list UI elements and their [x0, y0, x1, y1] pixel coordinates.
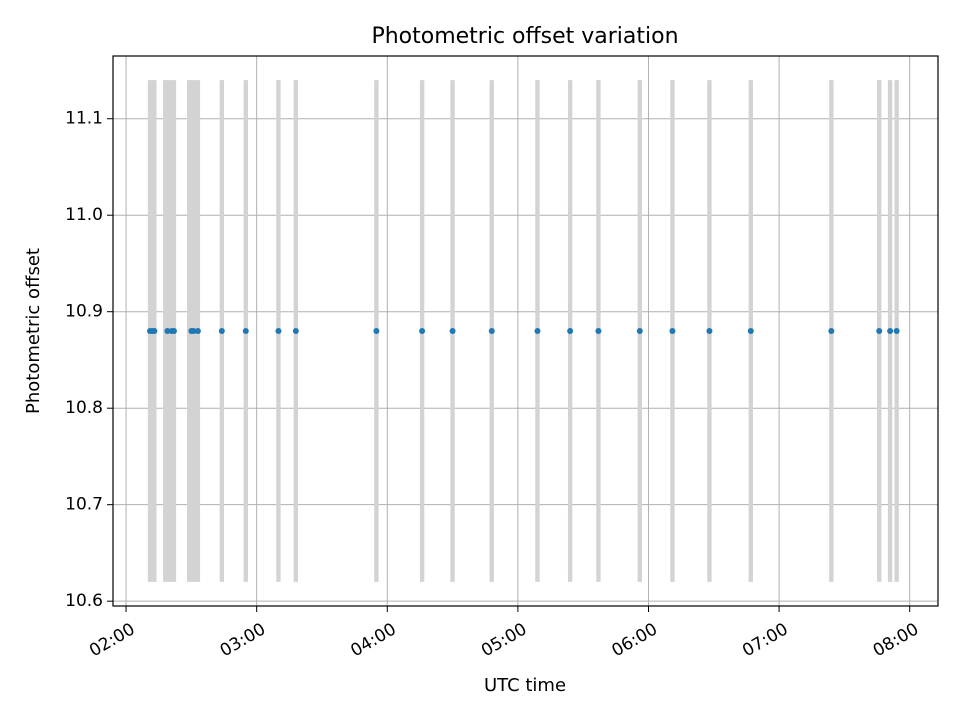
data-point — [567, 328, 574, 334]
y-tick-label: 10.8 — [65, 398, 103, 418]
data-point — [828, 328, 835, 334]
y-axis: 10.6 10.7 10.8 10.9 11.0 11.1 — [65, 109, 113, 611]
data-point — [449, 328, 456, 334]
data-point — [275, 328, 282, 334]
data-point — [887, 328, 894, 334]
data-point — [164, 328, 171, 334]
data-point — [373, 328, 380, 334]
chart-title: Photometric offset variation — [371, 24, 678, 49]
x-tick-label: 03:00 — [217, 619, 269, 661]
y-tick-label: 10.7 — [65, 495, 103, 515]
data-point — [893, 328, 900, 334]
x-axis-label: UTC time — [484, 675, 566, 696]
data-point — [595, 328, 602, 334]
x-tick-label: 02:00 — [86, 619, 138, 661]
x-tick-label: 04:00 — [347, 619, 399, 661]
data-point — [194, 328, 201, 334]
data-point — [190, 328, 197, 334]
x-axis: 02:00 03:00 04:00 05:00 06:00 07:00 08:00 — [86, 606, 922, 661]
grid — [113, 56, 938, 606]
y-tick-label: 11.0 — [65, 205, 103, 225]
data-point — [636, 328, 643, 334]
data-point — [151, 328, 158, 334]
x-tick-label: 07:00 — [739, 619, 791, 661]
data-point — [488, 328, 495, 334]
data-point — [747, 328, 754, 334]
y-tick-label: 10.9 — [65, 302, 103, 322]
x-tick-label: 08:00 — [870, 619, 922, 661]
data-point — [242, 328, 249, 334]
data-point — [170, 328, 177, 334]
x-tick-label: 05:00 — [478, 619, 530, 661]
data-point — [534, 328, 541, 334]
y-tick-label: 11.1 — [65, 109, 103, 129]
shaded-bands — [147, 80, 899, 582]
plot-frame — [112, 55, 939, 607]
x-tick-label: 06:00 — [609, 619, 661, 661]
y-axis-label: Photometric offset — [23, 248, 44, 414]
data-point — [706, 328, 713, 334]
data-point — [292, 328, 299, 334]
data-point — [419, 328, 426, 334]
data-point — [876, 328, 883, 334]
y-tick-label: 10.6 — [65, 591, 103, 611]
data-points — [147, 328, 900, 334]
data-point — [669, 328, 676, 334]
data-point — [218, 328, 225, 334]
